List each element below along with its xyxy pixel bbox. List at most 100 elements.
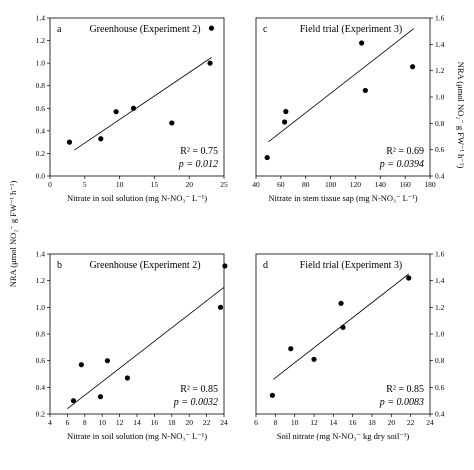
- x-tick-label: 18: [368, 418, 376, 427]
- x-tick-label: 80: [302, 180, 310, 189]
- data-point: [288, 346, 294, 352]
- panel-b: 4 6 8 10 12 14 16 18 20 22 24 0.2 0.4 0.6 0.8 1.0 1.2 1.4…: [36, 250, 228, 442]
- x-tick-label: 24: [220, 418, 228, 427]
- y-tick-label: 1.4: [435, 276, 445, 285]
- x-tick-label: 22: [407, 418, 415, 427]
- y-tick-label: 1.2: [36, 276, 46, 285]
- data-point: [269, 392, 276, 398]
- x-tick-label: 180: [424, 180, 436, 189]
- x-tick-label: 25: [220, 180, 228, 189]
- data-point: [78, 362, 84, 368]
- r-squared-label: R² = 0.85: [386, 384, 424, 395]
- x-tick-label: 40: [252, 180, 260, 189]
- data-point: [208, 25, 215, 31]
- x-tick-label: 6: [66, 418, 70, 427]
- data-point: [113, 109, 119, 115]
- y-tick-label: 0.8: [435, 356, 445, 365]
- data-point: [70, 398, 77, 404]
- data-point: [359, 40, 365, 46]
- x-tick-label: 18: [168, 418, 176, 427]
- x-tick-label: 120: [350, 180, 362, 189]
- y-tick-label: 0.4: [36, 383, 46, 392]
- y-tick-label: 1.0: [435, 330, 445, 339]
- p-value-label: p = 0.0083: [379, 397, 424, 408]
- y-tick-label: 1.4: [36, 14, 46, 23]
- x-tick-label: 20: [185, 418, 193, 427]
- x-tick-label: 16: [349, 418, 357, 427]
- panel-d: 6 8 10 12 14 16 18 20 22 240.4 0.6 0.8 1.0 1.2 1.4 1.6 d…: [254, 250, 445, 442]
- y-tick-label: 1.4: [36, 250, 46, 259]
- data-point: [406, 275, 412, 281]
- data-point: [338, 300, 344, 306]
- panel-title: Field trial (Experiment 3): [300, 260, 402, 271]
- plot-frame: [49, 17, 225, 177]
- y-tick-label: 1.0: [36, 59, 46, 68]
- y-tick-label: 0.8: [36, 330, 46, 339]
- y-tick-label: 1.2: [36, 36, 46, 45]
- x-tick-label: 20: [185, 180, 193, 189]
- x-tick-label: 24: [426, 418, 434, 427]
- y-tick-label: 1.4: [435, 40, 445, 49]
- x-tick-label: 100: [325, 180, 337, 189]
- panel-title: Field trial (Experiment 3): [300, 24, 402, 35]
- y-tick-label: 0.6: [36, 356, 46, 365]
- x-tick-label: 6: [254, 418, 258, 427]
- data-point: [104, 358, 111, 364]
- x-tick-label: 22: [203, 418, 211, 427]
- x-axis-title: Nitrate in soil solution (mg N-NO₃⁻ L⁻¹): [67, 431, 207, 441]
- x-tick-label: 10: [291, 418, 299, 427]
- panel-letter: b: [57, 260, 62, 271]
- y-tick-label: 1.0: [36, 303, 46, 312]
- x-tick-label: 160: [400, 180, 412, 189]
- x-tick-label: 4: [48, 418, 52, 427]
- y-tick-label: 0.4: [36, 126, 46, 135]
- regression-line: [67, 287, 225, 409]
- data-point: [130, 105, 137, 111]
- x-tick-label: 5: [83, 180, 87, 189]
- y-axis-title-right: NRA (μmol NO₂⁻ g FW⁻¹ h⁻¹): [456, 62, 466, 169]
- y-tick-label: 0.6: [435, 383, 445, 392]
- y-tick-label: 1.2: [435, 303, 445, 312]
- y-tick-label: 0.8: [435, 119, 445, 128]
- x-axis-title: Nitrate in stem tissue sap (mg N-NO₃⁻ L⁻…: [268, 193, 417, 203]
- panel-letter: a: [57, 24, 62, 35]
- data-point: [311, 356, 317, 362]
- p-value-label: p = 0.012: [178, 159, 218, 170]
- data-point: [283, 108, 289, 115]
- x-tick-label: 60: [277, 180, 285, 189]
- data-point: [410, 64, 416, 70]
- x-axis-title: Nitrate in soil solution (mg N-NO₃⁻ L⁻¹): [67, 193, 207, 203]
- data-point: [124, 375, 131, 381]
- x-tick-label: 10: [116, 180, 124, 189]
- y-tick-label: 0.2: [36, 410, 46, 419]
- data-point: [222, 263, 228, 269]
- r-squared-label: R² = 0.85: [180, 384, 218, 395]
- y-tick-label: 0.4: [435, 172, 445, 181]
- x-tick-label: 16: [151, 418, 159, 427]
- r-squared-label: R² = 0.69: [386, 146, 424, 157]
- data-point: [66, 139, 73, 145]
- y-axis-title-left: NRA (μmol NO₂⁻ g FW⁻¹ h⁻¹): [8, 181, 18, 288]
- x-tick-label: 140: [375, 180, 387, 189]
- x-tick-label: 10: [98, 418, 106, 427]
- data-point: [207, 60, 213, 66]
- y-tick-label: 0.8: [36, 81, 46, 90]
- y-tick-label: 1.0: [435, 93, 445, 102]
- x-tick-label: 8: [83, 418, 87, 427]
- y-tick-label: 1.6: [435, 250, 445, 259]
- data-point: [97, 394, 104, 400]
- regression-line: [268, 28, 415, 143]
- x-tick-label: 14: [330, 418, 338, 427]
- x-tick-label: 12: [310, 418, 318, 427]
- x-tick-label: 15: [151, 180, 159, 189]
- panel-letter: c: [263, 24, 268, 35]
- x-tick-label: 0: [48, 180, 52, 189]
- panel-title: Greenhouse (Experiment 2): [89, 24, 200, 35]
- x-tick-label: 8: [273, 418, 277, 427]
- y-tick-label: 0.6: [435, 145, 445, 154]
- data-point: [281, 119, 288, 125]
- panel-title: Greenhouse (Experiment 2): [89, 260, 200, 271]
- y-tick-label: 1.2: [435, 66, 445, 75]
